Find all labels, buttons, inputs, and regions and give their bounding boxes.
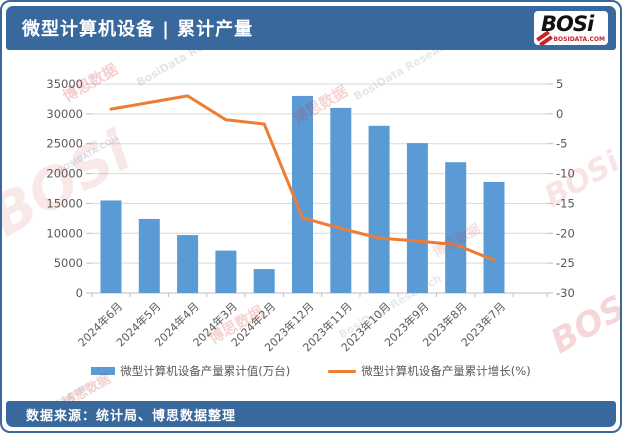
bar [215, 250, 237, 293]
bar [330, 107, 352, 293]
left-axis-label: 15000 [46, 196, 83, 210]
right-axis-label: -10 [556, 167, 575, 181]
legend-swatch-bar [91, 367, 116, 375]
legend-swatch-line [328, 369, 357, 373]
data-source: 数据来源：统计局、博思数据整理 [26, 408, 237, 424]
bar [483, 181, 505, 293]
page-title: 微型计算机设备 | 累计产量 [22, 19, 254, 40]
bar [138, 218, 160, 293]
combo-chart: 0 -30 5000 -25 10000 -20 15000 -15 20000 -10 25000… [46, 77, 575, 354]
left-axis-label: 0 [76, 286, 83, 300]
bar [406, 143, 428, 293]
right-axis-label: 5 [556, 77, 563, 91]
right-axis-label: 0 [556, 107, 563, 121]
bosi-logo: BOSi BOSIDATA.COM [534, 11, 608, 45]
bar [177, 235, 199, 293]
legend-label-line: 微型计算机设备产量累计增长(%) [361, 364, 531, 378]
left-axis-label: 5000 [54, 256, 83, 270]
legend-item-bars: 微型计算机设备产量累计值(万台) [91, 363, 290, 379]
right-axis-label: -20 [556, 226, 575, 240]
bar [253, 269, 275, 293]
footer-bar: 数据来源：统计局、博思数据整理 [6, 401, 616, 427]
left-axis-label: 10000 [46, 226, 83, 240]
left-axis-label: 25000 [46, 137, 83, 151]
right-axis-label: -15 [556, 196, 575, 210]
bar [292, 95, 313, 293]
bar [100, 200, 122, 293]
bar [445, 162, 467, 293]
right-axis-label: -30 [556, 286, 575, 300]
legend-item-line: 微型计算机设备产量累计增长(%) [328, 363, 531, 379]
right-axis-label: -25 [556, 256, 575, 270]
left-axis-label: 35000 [46, 77, 83, 91]
legend-label-bars: 微型计算机设备产量累计值(万台) [120, 364, 291, 378]
header-bar: 微型计算机设备 | 累计产量 BOSi BOSIDATA.COM [6, 6, 616, 50]
right-axis-label: -5 [556, 137, 567, 151]
logo-domain: BOSIDATA.COM [553, 36, 605, 43]
left-axis-label: 20000 [46, 167, 83, 181]
bar [368, 125, 390, 293]
logo-brand: BOSi [541, 12, 594, 36]
growth-line [109, 94, 496, 262]
left-axis-label: 30000 [46, 107, 83, 121]
chart-legend: 微型计算机设备产量累计值(万台) 微型计算机设备产量累计增长(%) [2, 363, 620, 379]
